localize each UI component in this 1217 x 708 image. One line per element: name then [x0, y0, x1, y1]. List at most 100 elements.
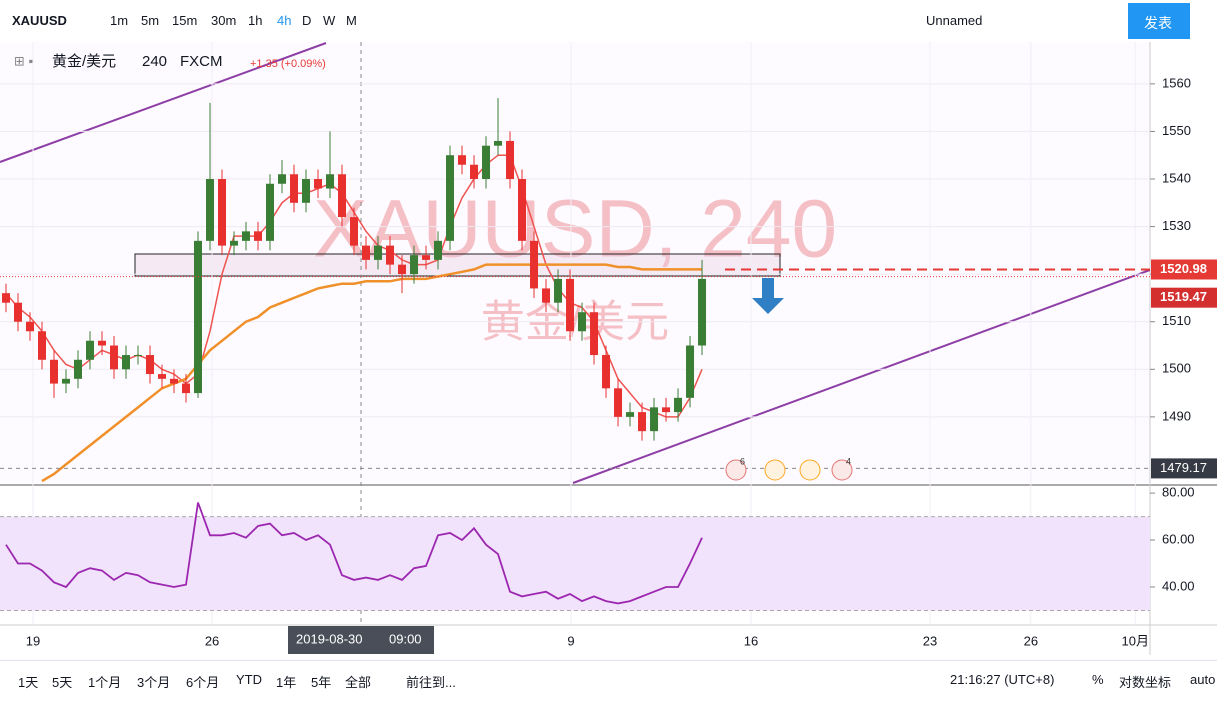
candle-body [134, 355, 143, 357]
candle-body [362, 245, 371, 260]
alert-price-label: 1520.98 [1160, 261, 1207, 276]
interval[interactable]: W [323, 13, 336, 28]
interval[interactable]: D [302, 13, 312, 28]
x-tick-label: 26 [1024, 633, 1038, 648]
pane-icon[interactable]: ⊞ ▪ [14, 53, 33, 68]
candle-body [242, 231, 251, 241]
interval[interactable]: 1m [110, 13, 129, 28]
interval[interactable]: M [346, 13, 357, 28]
y-tick-label: 1490 [1162, 408, 1191, 423]
event-icon [831, 459, 853, 481]
legend-source: FXCM [180, 53, 223, 70]
candle-body [122, 355, 131, 370]
percent-toggle[interactable]: % [1092, 672, 1104, 687]
interval[interactable]: 30m [211, 13, 237, 28]
candle-body [638, 412, 647, 432]
interval[interactable]: 15m [172, 13, 198, 28]
candle-body [578, 312, 587, 332]
candle-body [98, 340, 107, 346]
legend-interval: 240 [142, 53, 167, 70]
range-button[interactable]: 1年 [276, 675, 297, 690]
candle-body [458, 155, 467, 165]
rsi-line [5, 502, 703, 605]
range-button[interactable]: 5年 [311, 675, 332, 690]
candle-body [2, 293, 11, 303]
candle-body [290, 174, 299, 203]
y-tick-label: 1530 [1162, 218, 1191, 233]
event-count: 6 [740, 456, 745, 466]
x-tick-label: 16 [744, 633, 758, 648]
candle-body [542, 288, 551, 303]
candle-body [698, 278, 707, 346]
candle-body [626, 412, 635, 417]
publish-button[interactable] [1128, 3, 1190, 39]
bottom-toolbar: 1天 5天 1个月 3个月 6个月 YTD 1年 5年 全部 前往到... 21:16:27 (UT… [0, 660, 1217, 708]
candle-body [110, 345, 119, 370]
candle-body [218, 179, 227, 246]
layout-name[interactable]: Unnamed [926, 13, 983, 28]
interval[interactable]: 5m [141, 13, 160, 28]
candle-body [278, 174, 287, 184]
event-count: 4 [846, 456, 851, 466]
interval[interactable]: 4h [277, 13, 292, 28]
range-button[interactable]: 6个月 [186, 675, 220, 690]
crosshair-price: 1479.17 [1160, 460, 1207, 475]
auto-toggle[interactable]: auto [1190, 672, 1216, 687]
range-button[interactable]: 5天 [52, 675, 73, 690]
range-button[interactable]: 全部 [345, 675, 372, 690]
top-toolbar: XAUUSD Unnamed 发表 1m 5m 15m 30m 1h 4h D W M [0, 0, 1217, 43]
y-tick-label: 1560 [1162, 75, 1191, 90]
symbol[interactable]: XAUUSD [12, 13, 67, 28]
range-button[interactable]: 1天 [18, 675, 39, 690]
candle-body [566, 278, 575, 332]
candle-body [530, 240, 539, 289]
candle-body [674, 397, 683, 413]
candle-body [182, 383, 191, 394]
candle-body [482, 145, 491, 180]
log-toggle[interactable]: 对数坐标 [1119, 675, 1172, 690]
candle-body [602, 355, 611, 389]
event-icon [725, 459, 747, 481]
chart: XAUUSD, 240 黄金/美元 ⊞ ▪ 149015001510152015… [0, 42, 1217, 655]
candle-body [554, 278, 563, 303]
interval[interactable]: 1h [248, 13, 263, 28]
candle-body [170, 378, 179, 384]
candle-body [662, 407, 671, 413]
goto-button[interactable]: 前往到... [406, 675, 456, 690]
candle-body [434, 240, 443, 260]
x-tick-label: 9 [567, 633, 574, 648]
candle-body [314, 179, 323, 189]
candle-body [158, 374, 167, 379]
range-button[interactable]: 3个月 [137, 675, 171, 690]
y-tick-label: 1540 [1162, 170, 1191, 185]
crosshair-badge [1151, 458, 1217, 479]
down-arrow [752, 278, 784, 314]
legend-change: +1.35 (+0.09%) [250, 58, 326, 70]
price-badge [1151, 287, 1217, 308]
candle-body [410, 255, 419, 275]
candle-body [518, 179, 527, 241]
candle-body [590, 312, 599, 356]
candle-body [14, 302, 23, 322]
x-tick-label: 10月 [1122, 633, 1149, 648]
crosshair-date: 2019-08-30 [296, 631, 363, 646]
publish-label[interactable]: 发表 [1144, 15, 1172, 31]
x-tick-label: 19 [26, 633, 40, 648]
crosshair-badge [288, 626, 434, 654]
range-button[interactable]: YTD [236, 672, 262, 687]
candle-body [230, 240, 239, 246]
candle-body [470, 164, 479, 180]
moving-average [41, 263, 702, 483]
y-tick-label: 1500 [1162, 361, 1191, 376]
trend-line [0, 42, 327, 163]
candle-body [398, 264, 407, 275]
candle-body [50, 359, 59, 384]
candle-body [194, 240, 203, 394]
y-tick-label: 80.00 [1162, 485, 1195, 500]
candle-body [350, 217, 359, 246]
candle-body [614, 388, 623, 417]
y-tick-label: 60.00 [1162, 531, 1195, 546]
main-pane [0, 42, 1150, 483]
range-button[interactable]: 1个月 [88, 675, 122, 690]
